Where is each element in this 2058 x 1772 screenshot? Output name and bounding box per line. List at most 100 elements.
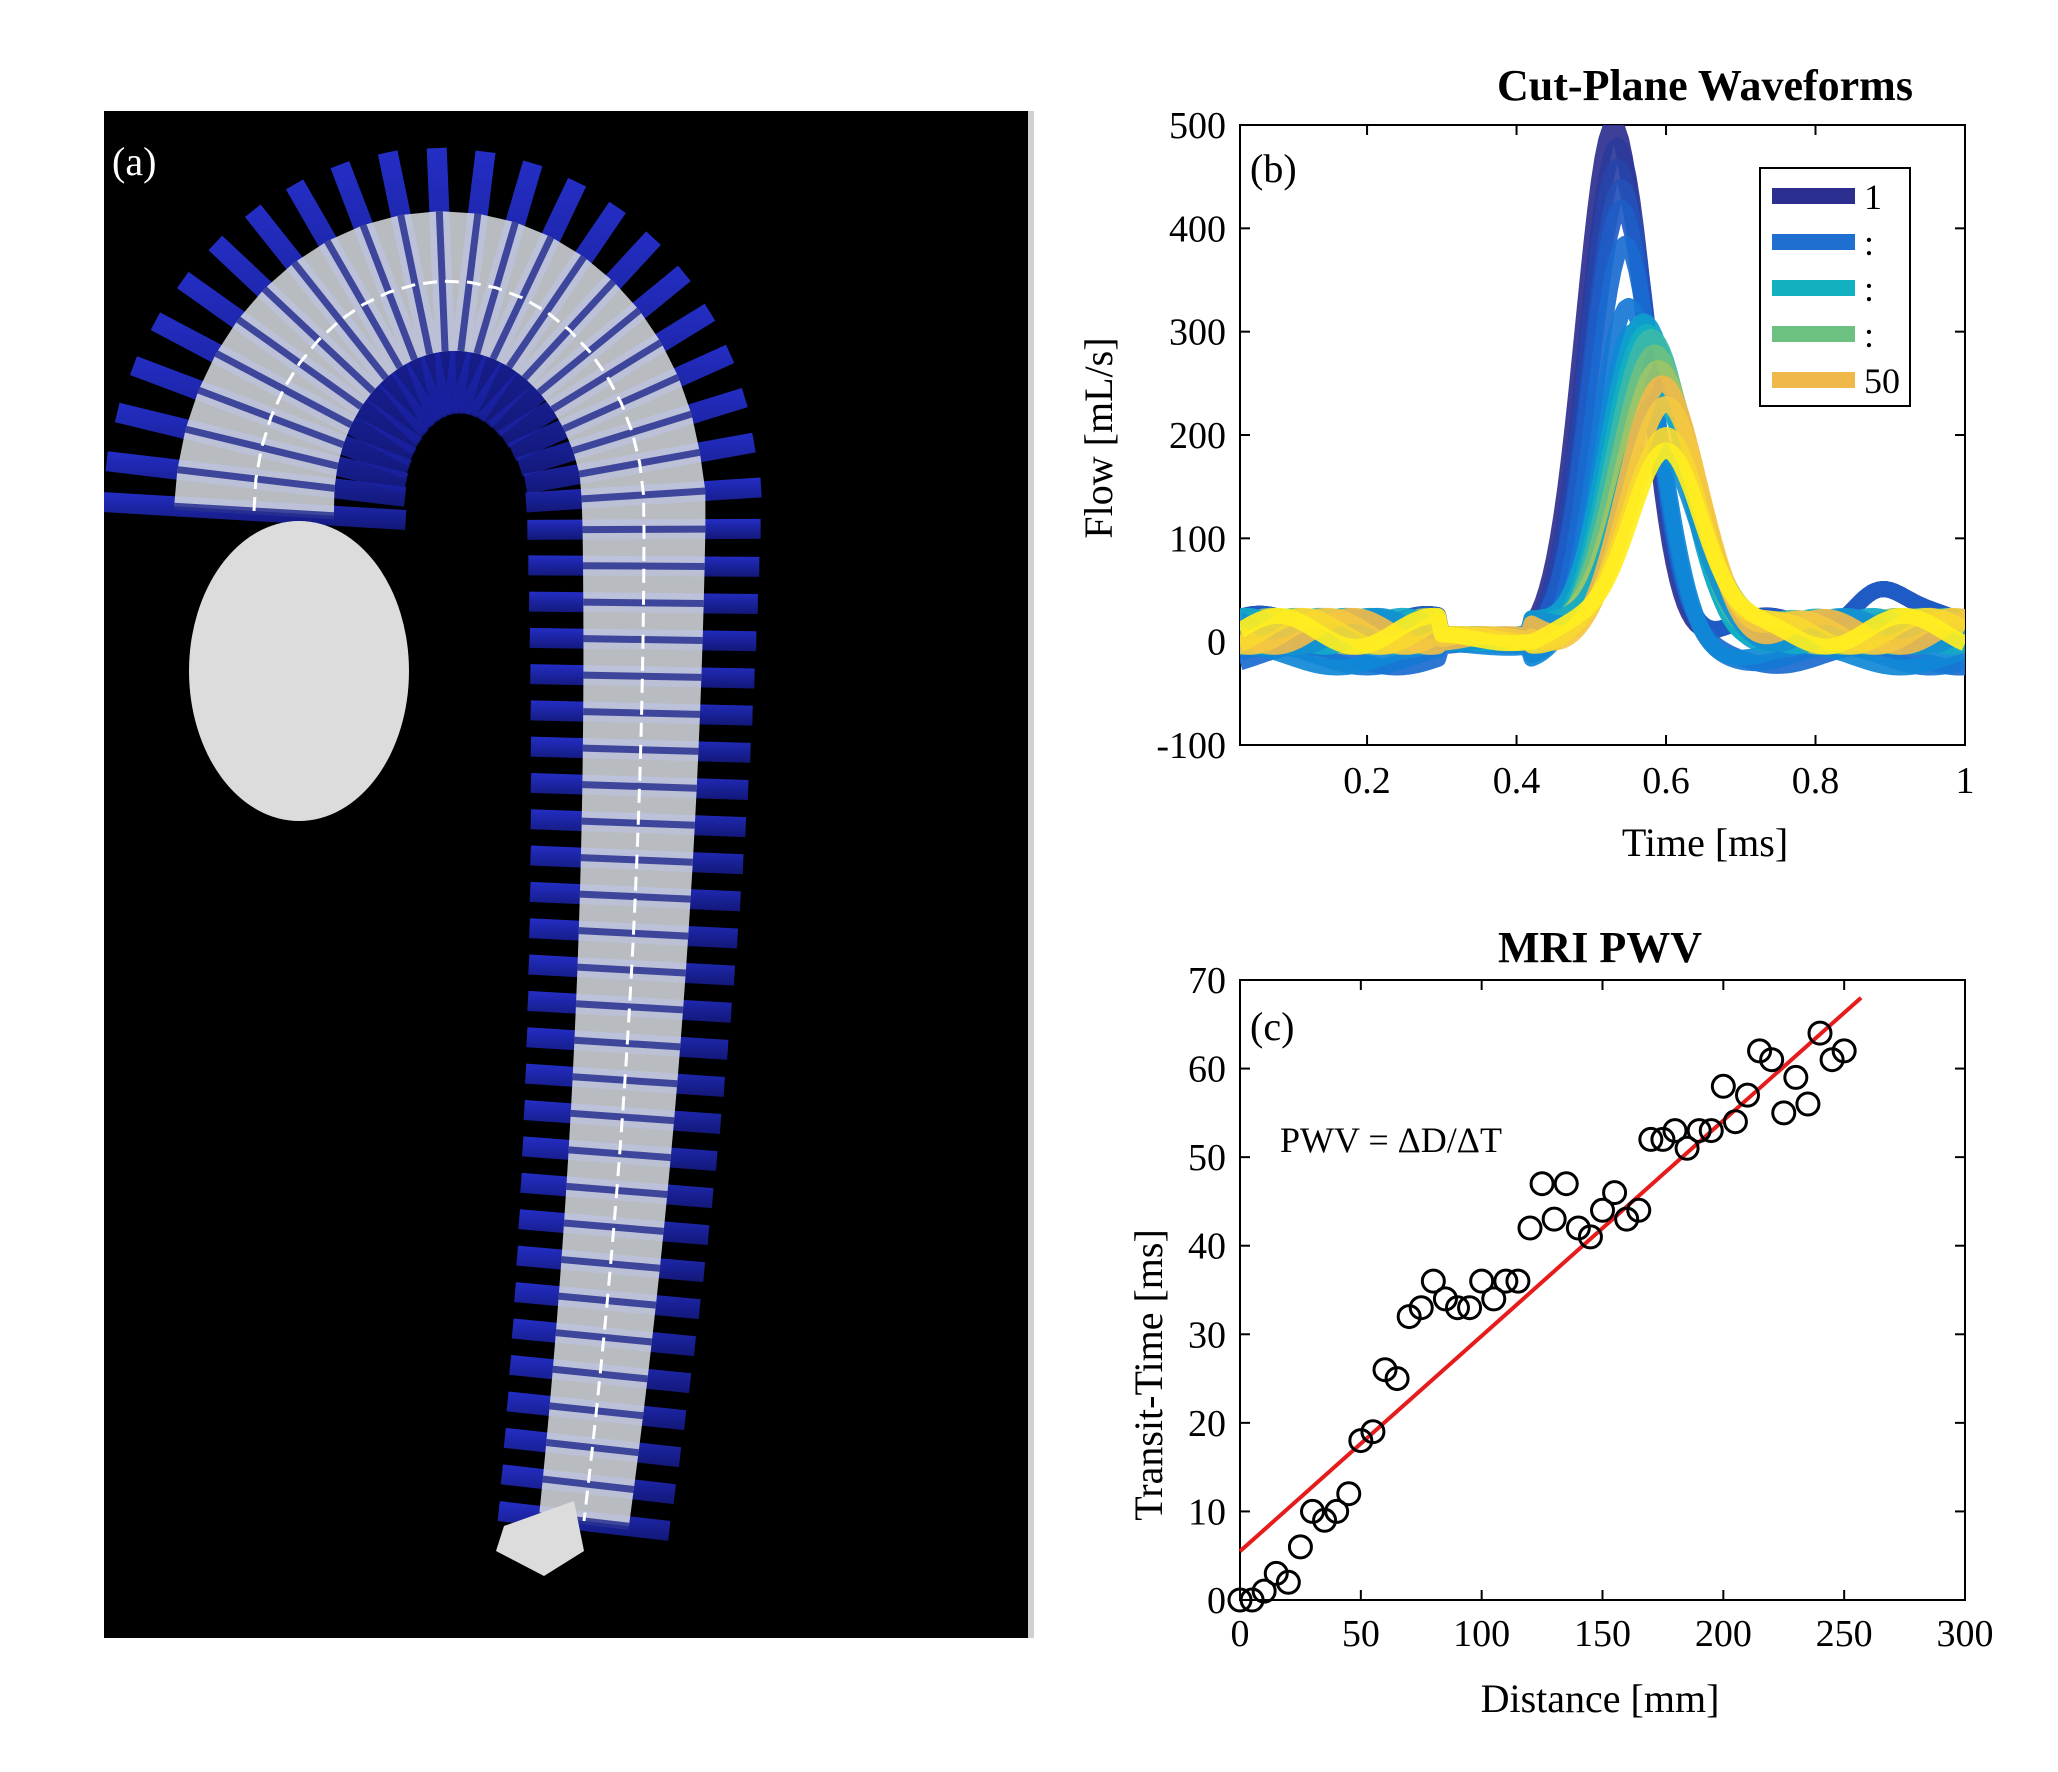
pwv-xlabel: Distance [mm] (1481, 1676, 1720, 1721)
scatter-point (1505, 1268, 1531, 1294)
plane-stripe (552, 1365, 648, 1383)
plane-stripe (575, 1000, 684, 1014)
scatter-point (1408, 1295, 1434, 1321)
plane-stripe (184, 425, 339, 470)
scatter-point (1698, 1118, 1724, 1144)
legend-label: : (1864, 269, 1874, 309)
x-tick-label: 150 (1574, 1613, 1631, 1655)
plane-stripe (571, 410, 693, 454)
legend-label: : (1864, 223, 1874, 263)
plane-stripe (291, 260, 389, 381)
pwv-panel-label: (c) (1250, 1004, 1294, 1049)
plane-stripe (583, 562, 705, 570)
plane-stripe (579, 890, 691, 903)
waveforms-xlabel: Time [ms] (1622, 820, 1788, 865)
centerline (252, 279, 646, 1522)
scatter-point (1662, 1118, 1688, 1144)
y-tick-label: 60 (1188, 1049, 1226, 1091)
vessel-surface (173, 210, 706, 1576)
vessel-tip (496, 1501, 584, 1576)
scatter-point (1590, 1197, 1615, 1223)
plane-stripe (214, 350, 353, 428)
x-tick-label: 50 (1342, 1613, 1380, 1655)
pwv-chart: MRI PWV 0 50 100 150 200 250 300 0 10 20 30 40 50 60 7… (1126, 923, 1994, 1721)
plane-stripe (550, 339, 663, 413)
scatter-point (1686, 1118, 1712, 1144)
scatter-point (1384, 1366, 1410, 1392)
y-tick-label: 0 (1207, 1580, 1226, 1622)
scatter-point (1626, 1197, 1652, 1223)
scatter-point (1602, 1180, 1628, 1206)
scatter-point (1553, 1171, 1579, 1197)
scatter-point (1795, 1091, 1821, 1117)
scatter-point (1710, 1073, 1736, 1099)
y-tick-label: 400 (1169, 208, 1226, 250)
scatter-point (1251, 1578, 1277, 1604)
plane-stripe (581, 487, 706, 503)
x-tick-label: 200 (1695, 1613, 1752, 1655)
scatter-point (1445, 1295, 1470, 1321)
aorta-3d-render (101, 111, 1032, 1638)
scatter-point (1287, 1534, 1313, 1560)
plane-stripe (555, 1329, 653, 1346)
scatter-point (1469, 1268, 1495, 1294)
panel-a-label: (a) (112, 139, 157, 184)
x-tick-label: 0.2 (1343, 760, 1391, 802)
plane-stripe (506, 254, 587, 369)
waveform-series (1240, 442, 1965, 655)
x-tick-label: 0.6 (1642, 760, 1690, 802)
vessel-body (174, 211, 706, 1527)
scatter-point (1783, 1064, 1809, 1090)
y-tick-label: 50 (1188, 1137, 1226, 1179)
scatter-point (1360, 1419, 1386, 1445)
aorta-illustration (101, 147, 762, 1576)
plane-stripe (570, 1109, 675, 1125)
scatter-point (1831, 1038, 1857, 1064)
scatter-point (1336, 1481, 1362, 1507)
scatter-point (1457, 1295, 1483, 1321)
scatter-point (1771, 1100, 1797, 1126)
x-tick-label: 0.4 (1493, 760, 1541, 802)
y-tick-label: 0 (1207, 622, 1226, 664)
y-tick-label: 100 (1169, 518, 1226, 560)
y-tick-label: 200 (1169, 415, 1226, 457)
y-tick-label: 70 (1188, 960, 1226, 1002)
scatter-point (1759, 1047, 1785, 1073)
scatter-point (1420, 1268, 1446, 1294)
legend-label: : (1864, 315, 1874, 355)
x-tick-label: 0 (1231, 1613, 1250, 1655)
waveforms-ylabel: Flow [mL/s] (1080, 337, 1121, 538)
pwv-annotation: PWV = ΔD/ΔT (1280, 1120, 1502, 1160)
x-tick-label: 250 (1816, 1613, 1873, 1655)
scatter-point (1529, 1171, 1555, 1197)
pwv-plot-area: 0 50 100 150 200 250 300 0 10 20 30 40 50 60 70 (1188, 960, 1994, 1655)
x-tick-label: 1 (1956, 760, 1975, 802)
y-tick-label: 10 (1188, 1491, 1226, 1533)
x-tick-label: 100 (1453, 1613, 1510, 1655)
plane-stripe (583, 671, 702, 681)
panel-a-border (1028, 111, 1034, 1638)
scatter-point (1324, 1498, 1350, 1524)
waveforms-panel-label: (b) (1250, 146, 1297, 191)
pwv-ylabel: Transit-Time [ms] (1126, 1229, 1171, 1521)
scatter-point (1638, 1126, 1664, 1152)
scatter-point (1807, 1020, 1833, 1046)
scatter-point (1735, 1082, 1760, 1108)
y-tick-label: 20 (1188, 1403, 1226, 1445)
plane-stripe (582, 781, 697, 792)
scatter-point (1481, 1286, 1507, 1312)
x-tick-label: 300 (1937, 1613, 1994, 1655)
y-tick-label: 30 (1188, 1314, 1226, 1356)
scatter-point (1275, 1569, 1301, 1595)
scatter-point (1577, 1224, 1603, 1250)
y-tick-label: 40 (1188, 1226, 1226, 1268)
pwv-title: MRI PWV (1498, 923, 1702, 972)
scatter-point (1674, 1135, 1700, 1161)
y-tick-label: -100 (1156, 725, 1226, 767)
scatter-point (1227, 1587, 1253, 1613)
scatter-point (1541, 1206, 1567, 1232)
y-tick-label: 300 (1169, 312, 1226, 354)
y-tick-label: 500 (1169, 105, 1226, 147)
waveforms-title: Cut-Plane Waveforms (1497, 61, 1913, 110)
plane-stripe (542, 1475, 635, 1493)
